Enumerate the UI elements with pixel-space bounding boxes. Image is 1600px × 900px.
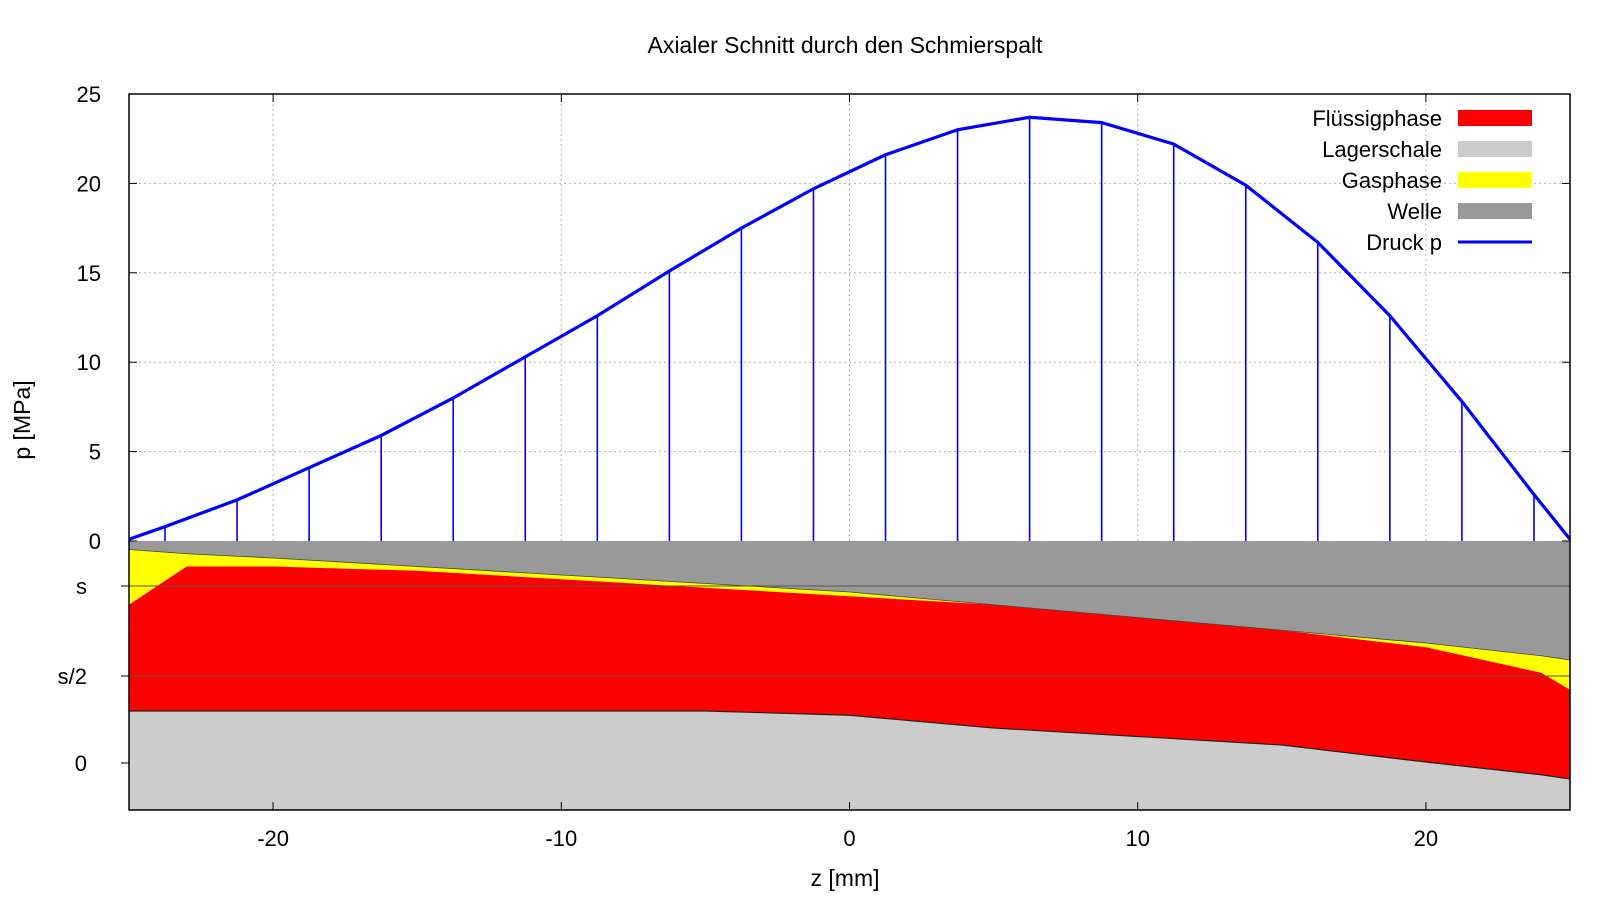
x-tick-label-3: 10	[1125, 826, 1149, 851]
gasphase-area	[129, 549, 1570, 690]
legend-swatch-3	[1458, 203, 1532, 219]
chart-title: Axialer Schnitt durch den Schmierspalt	[647, 32, 1043, 58]
gap-tick-label-1: s/2	[58, 664, 87, 689]
legend-swatch-0	[1458, 110, 1532, 126]
legend-swatch-1	[1458, 141, 1532, 157]
y-tick-label-1: 5	[89, 440, 101, 465]
welle-boundary-line	[128, 549, 1571, 661]
legend-label-4: Druck p	[1366, 230, 1442, 255]
lagerschale-area	[129, 711, 1570, 810]
pressure-line	[128, 115, 1572, 541]
legend: Flüssigphase Lagerschale Gasphase Welle Druc…	[1312, 106, 1532, 255]
gap-tick-label-0: s	[76, 574, 87, 599]
x-tick-label-1: -10	[545, 826, 577, 851]
legend-label-3: Welle	[1387, 199, 1442, 224]
legend-label-0: Flüssigphase	[1312, 106, 1442, 131]
x-tick-label-2: 0	[843, 826, 855, 851]
legend-swatch-2	[1458, 172, 1532, 188]
y-tick-label-2: 10	[77, 350, 101, 375]
legend-label-2: Gasphase	[1342, 168, 1442, 193]
y-tick-label-3: 15	[77, 261, 101, 286]
x-axis-label: z [mm]	[811, 865, 880, 891]
plot-area: -20 -10 0 10 20 0 5 10 15 20 25 s s/2 0	[58, 82, 1572, 851]
x-tick-label-4: 20	[1414, 826, 1438, 851]
gap-tick-label-2: 0	[75, 751, 87, 776]
fluessigphase-area	[129, 566, 1570, 780]
y-axis-label: p [MPa]	[9, 380, 35, 459]
y-tick-label-5: 25	[77, 82, 101, 107]
lagerschale-boundary-line	[129, 710, 1571, 780]
legend-label-1: Lagerschale	[1322, 137, 1442, 162]
y-tick-label-0: 0	[89, 529, 101, 554]
y-tick-label-4: 20	[77, 171, 101, 196]
x-tick-label-0: -20	[257, 826, 289, 851]
